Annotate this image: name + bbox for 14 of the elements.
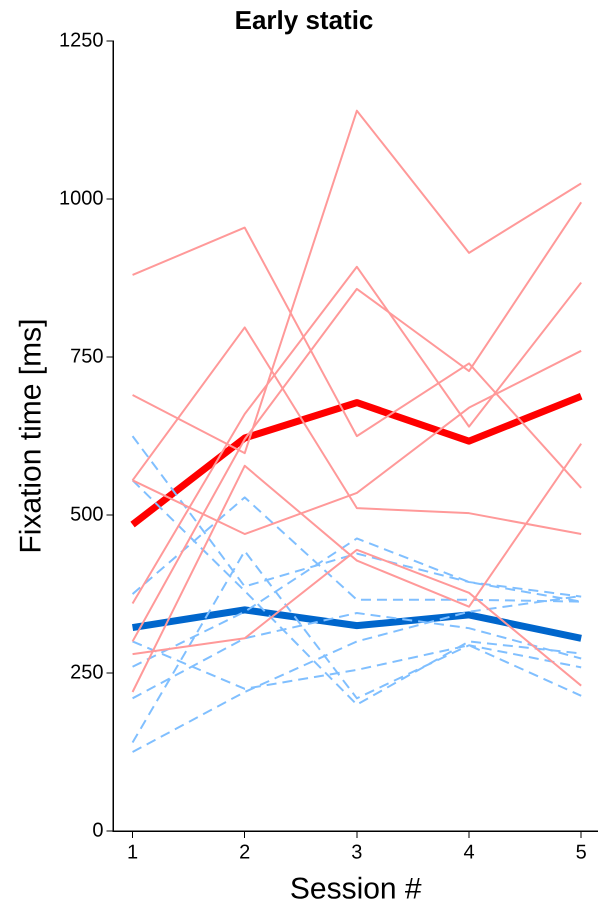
- x-tick-label: 5: [576, 842, 587, 864]
- chart-title: Early static: [234, 4, 374, 35]
- x-tick-label: 1: [126, 842, 138, 864]
- y-tick-label: 750: [70, 346, 104, 368]
- y-tick-label: 250: [70, 662, 104, 684]
- y-tick-label: 1000: [58, 188, 104, 210]
- y-tick-label: 0: [92, 820, 104, 842]
- y-tick-label: 1250: [58, 30, 104, 52]
- x-tick-label: 2: [239, 842, 250, 864]
- y-tick-label: 500: [70, 504, 104, 526]
- x-tick-label: 3: [351, 842, 362, 864]
- x-tick-label: 4: [463, 842, 475, 864]
- y-axis-title: Fixation time [ms]: [14, 318, 48, 554]
- x-axis-title: Session #: [290, 872, 422, 906]
